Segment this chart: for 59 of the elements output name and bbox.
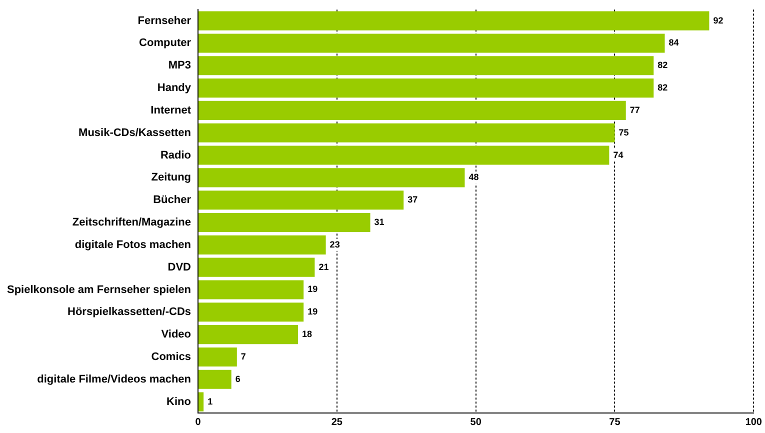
x-tick-label: 100 bbox=[745, 416, 762, 428]
y-tick-label: Bücher bbox=[153, 194, 192, 206]
data-label: 23 bbox=[330, 239, 340, 250]
bar bbox=[198, 347, 237, 366]
bar bbox=[198, 100, 626, 120]
data-label: 82 bbox=[658, 82, 668, 93]
data-label: 6 bbox=[235, 374, 240, 384]
data-label: 1 bbox=[208, 396, 213, 406]
bar bbox=[198, 168, 465, 188]
y-tick-label: Fernseher bbox=[138, 14, 192, 27]
x-tick-label: 25 bbox=[331, 416, 343, 428]
bar bbox=[198, 392, 204, 412]
y-tick-label: Zeitschriften/Magazine bbox=[72, 216, 192, 229]
bar bbox=[198, 11, 710, 30]
y-tick-label: Handy bbox=[157, 82, 192, 94]
data-label: 84 bbox=[668, 38, 679, 48]
bar bbox=[198, 146, 610, 165]
data-label: 37 bbox=[408, 194, 418, 205]
x-tick-label: 50 bbox=[470, 416, 482, 428]
data-label: 82 bbox=[658, 60, 668, 70]
y-tick-label: Kino bbox=[166, 396, 192, 408]
bar bbox=[198, 302, 304, 322]
bar bbox=[198, 56, 654, 76]
y-tick-label: Video bbox=[161, 328, 192, 341]
y-tick-label: Comics bbox=[151, 351, 192, 364]
bar bbox=[198, 78, 654, 98]
y-tick-label: digitale Fotos machen bbox=[74, 238, 192, 251]
bar bbox=[198, 212, 370, 232]
data-label: 7 bbox=[240, 351, 246, 362]
y-tick-label: Spielkonsole am Fernseher spielen bbox=[7, 284, 192, 296]
bar bbox=[198, 123, 615, 142]
y-tick-label: DVD bbox=[168, 261, 192, 274]
y-tick-label: Zeitung bbox=[151, 172, 192, 184]
y-tick-label: Musik-CDs/Kassetten bbox=[78, 126, 192, 139]
y-tick-label: Hörspielkassetten/-CDs bbox=[68, 306, 192, 318]
y-tick-label: digitale Filme/Videos machen bbox=[37, 373, 192, 386]
y-tick-label: Radio bbox=[160, 149, 192, 162]
y-tick-label: Internet bbox=[150, 104, 192, 116]
bar bbox=[198, 325, 298, 344]
data-label: 75 bbox=[618, 127, 629, 138]
data-label: 19 bbox=[308, 306, 318, 317]
bar bbox=[198, 280, 304, 300]
data-label: 18 bbox=[302, 329, 312, 340]
bar bbox=[198, 235, 326, 254]
x-tick-label: 75 bbox=[609, 416, 621, 428]
data-label: 74 bbox=[613, 150, 624, 160]
bar bbox=[198, 258, 315, 277]
data-label: 21 bbox=[318, 262, 329, 272]
data-label: 48 bbox=[468, 172, 479, 182]
bar bbox=[198, 34, 665, 53]
data-label: 19 bbox=[308, 284, 318, 294]
data-label: 31 bbox=[374, 216, 384, 227]
bar bbox=[198, 370, 232, 389]
y-tick-label: Computer bbox=[139, 37, 192, 50]
data-label: 77 bbox=[630, 104, 640, 115]
x-tick-label: 0 bbox=[195, 416, 202, 428]
data-label: 92 bbox=[713, 15, 724, 26]
bar bbox=[198, 190, 404, 210]
y-tick-label: MP3 bbox=[168, 60, 192, 72]
